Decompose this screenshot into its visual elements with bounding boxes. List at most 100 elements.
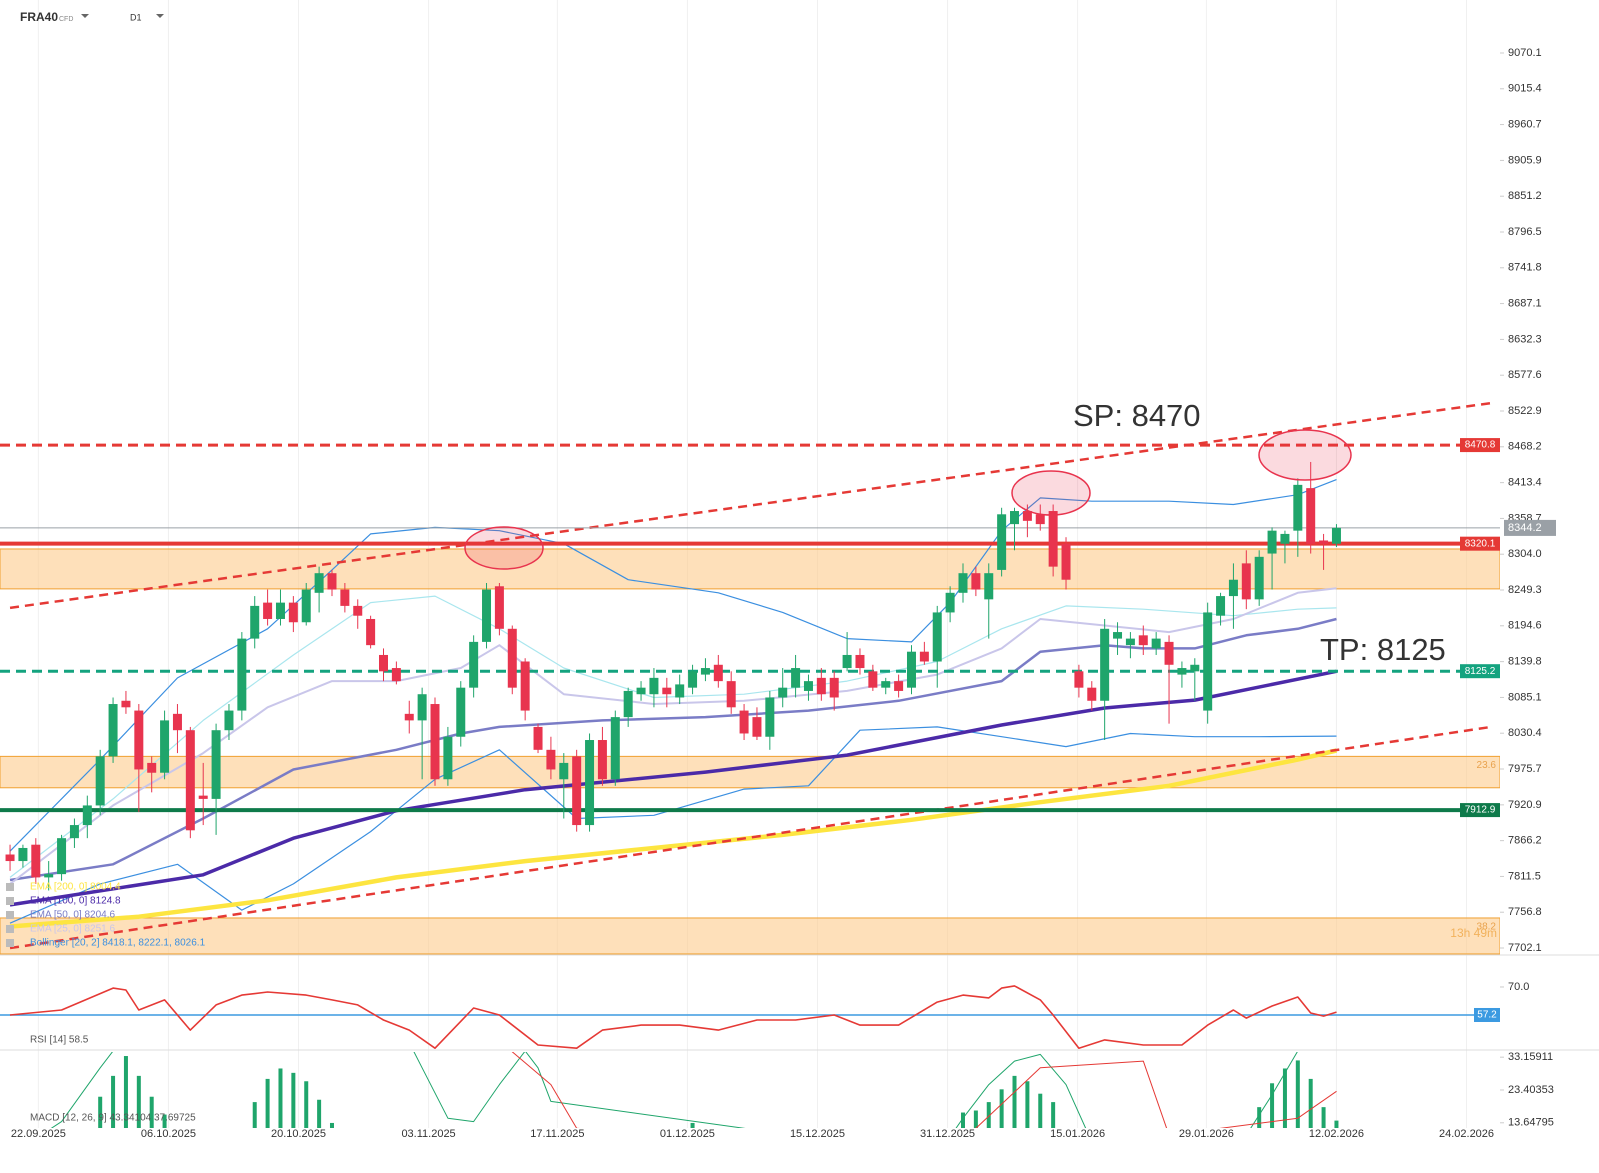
zone	[0, 755, 1500, 789]
candle-body	[314, 573, 324, 593]
candle-body	[1164, 641, 1174, 665]
x-tick-label: 24.02.2026	[1439, 1128, 1494, 1140]
line	[9, 669, 1337, 907]
candle-body	[198, 795, 208, 799]
bar	[973, 1110, 978, 1128]
candle-body	[816, 677, 826, 695]
candle-body	[585, 740, 595, 826]
candle-body	[147, 762, 157, 773]
legend-swatch	[6, 925, 14, 933]
y-tick-label: 70.0	[1508, 981, 1529, 993]
candle-body	[752, 717, 762, 737]
y-tick-label: 7975.7	[1508, 763, 1542, 775]
candle-body	[803, 681, 813, 691]
legend-swatch	[6, 883, 14, 891]
candle-body	[906, 651, 916, 688]
highlight-circle	[1011, 470, 1091, 516]
level-label-box	[1460, 536, 1500, 551]
countdown: 13h 49m	[1450, 926, 1497, 940]
candle-body	[1022, 511, 1032, 521]
bar	[1012, 1075, 1017, 1128]
zone	[0, 548, 1500, 590]
candle-body	[1138, 635, 1148, 646]
level-label: 8125.2	[1465, 666, 1496, 677]
candle-body	[881, 681, 891, 688]
y-tick-label: 7702.1	[1508, 942, 1542, 954]
line	[50, 1052, 1298, 1128]
current-price-box	[1504, 519, 1556, 536]
timeframe[interactable]: D1	[130, 12, 142, 22]
bar	[329, 1122, 334, 1128]
candle-body	[688, 671, 698, 688]
trend-line	[9, 725, 1492, 950]
price-panel	[0, 401, 1500, 955]
candle-body	[327, 573, 337, 590]
y-tick-label: 8522.9	[1508, 405, 1542, 417]
candle-body	[69, 825, 79, 839]
bar	[1334, 1120, 1339, 1128]
y-tick-label: 8194.6	[1508, 620, 1542, 632]
line	[9, 985, 1337, 1049]
candle-body	[108, 704, 118, 757]
candle-body	[791, 668, 801, 688]
candle-body	[855, 654, 865, 669]
candle-body	[842, 654, 852, 669]
bar	[960, 1112, 965, 1128]
dropdown-arrow[interactable]	[81, 14, 89, 18]
level-label-box	[1460, 803, 1500, 818]
candle-body	[919, 651, 929, 662]
candle-body	[958, 573, 968, 593]
bar	[1282, 1068, 1287, 1128]
y-tick-label: 7756.8	[1508, 906, 1542, 918]
candle-body	[160, 720, 170, 773]
y-tick-label: 8030.4	[1508, 727, 1542, 739]
y-tick-label: 23.40353	[1508, 1084, 1554, 1096]
legend-swatch	[6, 897, 14, 905]
legend-entry: RSI [14] 58.5	[30, 1035, 89, 1046]
candle-body	[1306, 488, 1316, 544]
candle-body	[31, 844, 41, 878]
bar	[1051, 1102, 1056, 1128]
legend-swatch	[6, 939, 14, 947]
candle-body	[1048, 511, 1058, 567]
candle-body	[430, 704, 440, 780]
candle-body	[868, 671, 878, 688]
x-tick-label: 03.11.2025	[401, 1128, 455, 1140]
candle-body	[597, 740, 607, 780]
bar	[123, 1056, 128, 1128]
candle-body	[82, 805, 92, 826]
candle-body	[417, 694, 427, 721]
candle-body	[469, 641, 479, 688]
dropdown-arrow[interactable]	[156, 14, 164, 18]
x-tick-label: 15.12.2025	[790, 1128, 845, 1140]
x-tick-label: 22.09.2025	[11, 1128, 66, 1140]
annotation-tp: TP: 8125	[1320, 632, 1446, 667]
y-tick-label: 9015.4	[1508, 83, 1542, 95]
candle-body	[301, 589, 311, 623]
candle-body	[378, 654, 388, 672]
bar	[317, 1099, 322, 1128]
candle-body	[57, 838, 67, 875]
candle-body	[610, 717, 620, 780]
bar	[1321, 1107, 1326, 1128]
y-tick-label: 7811.5	[1508, 870, 1541, 882]
trend-line	[9, 401, 1492, 610]
instrument: CFD	[59, 16, 73, 23]
candle-body	[134, 710, 144, 770]
candle-body	[533, 726, 543, 750]
candle-body	[829, 677, 839, 698]
line	[9, 479, 1337, 852]
bar	[98, 1096, 103, 1128]
y-tick-label: 8249.3	[1508, 584, 1542, 596]
y-tick-label: 8139.8	[1508, 656, 1542, 668]
y-tick-label: 8796.5	[1508, 226, 1542, 238]
symbol[interactable]: FRA40	[20, 10, 58, 24]
candle-body	[971, 573, 981, 590]
bar	[278, 1068, 283, 1128]
candle-body	[1267, 530, 1277, 554]
x-tick-label: 01.12.2025	[660, 1128, 715, 1140]
candle-body	[1035, 514, 1045, 525]
candle-body	[572, 756, 582, 826]
candle-body	[456, 687, 466, 737]
